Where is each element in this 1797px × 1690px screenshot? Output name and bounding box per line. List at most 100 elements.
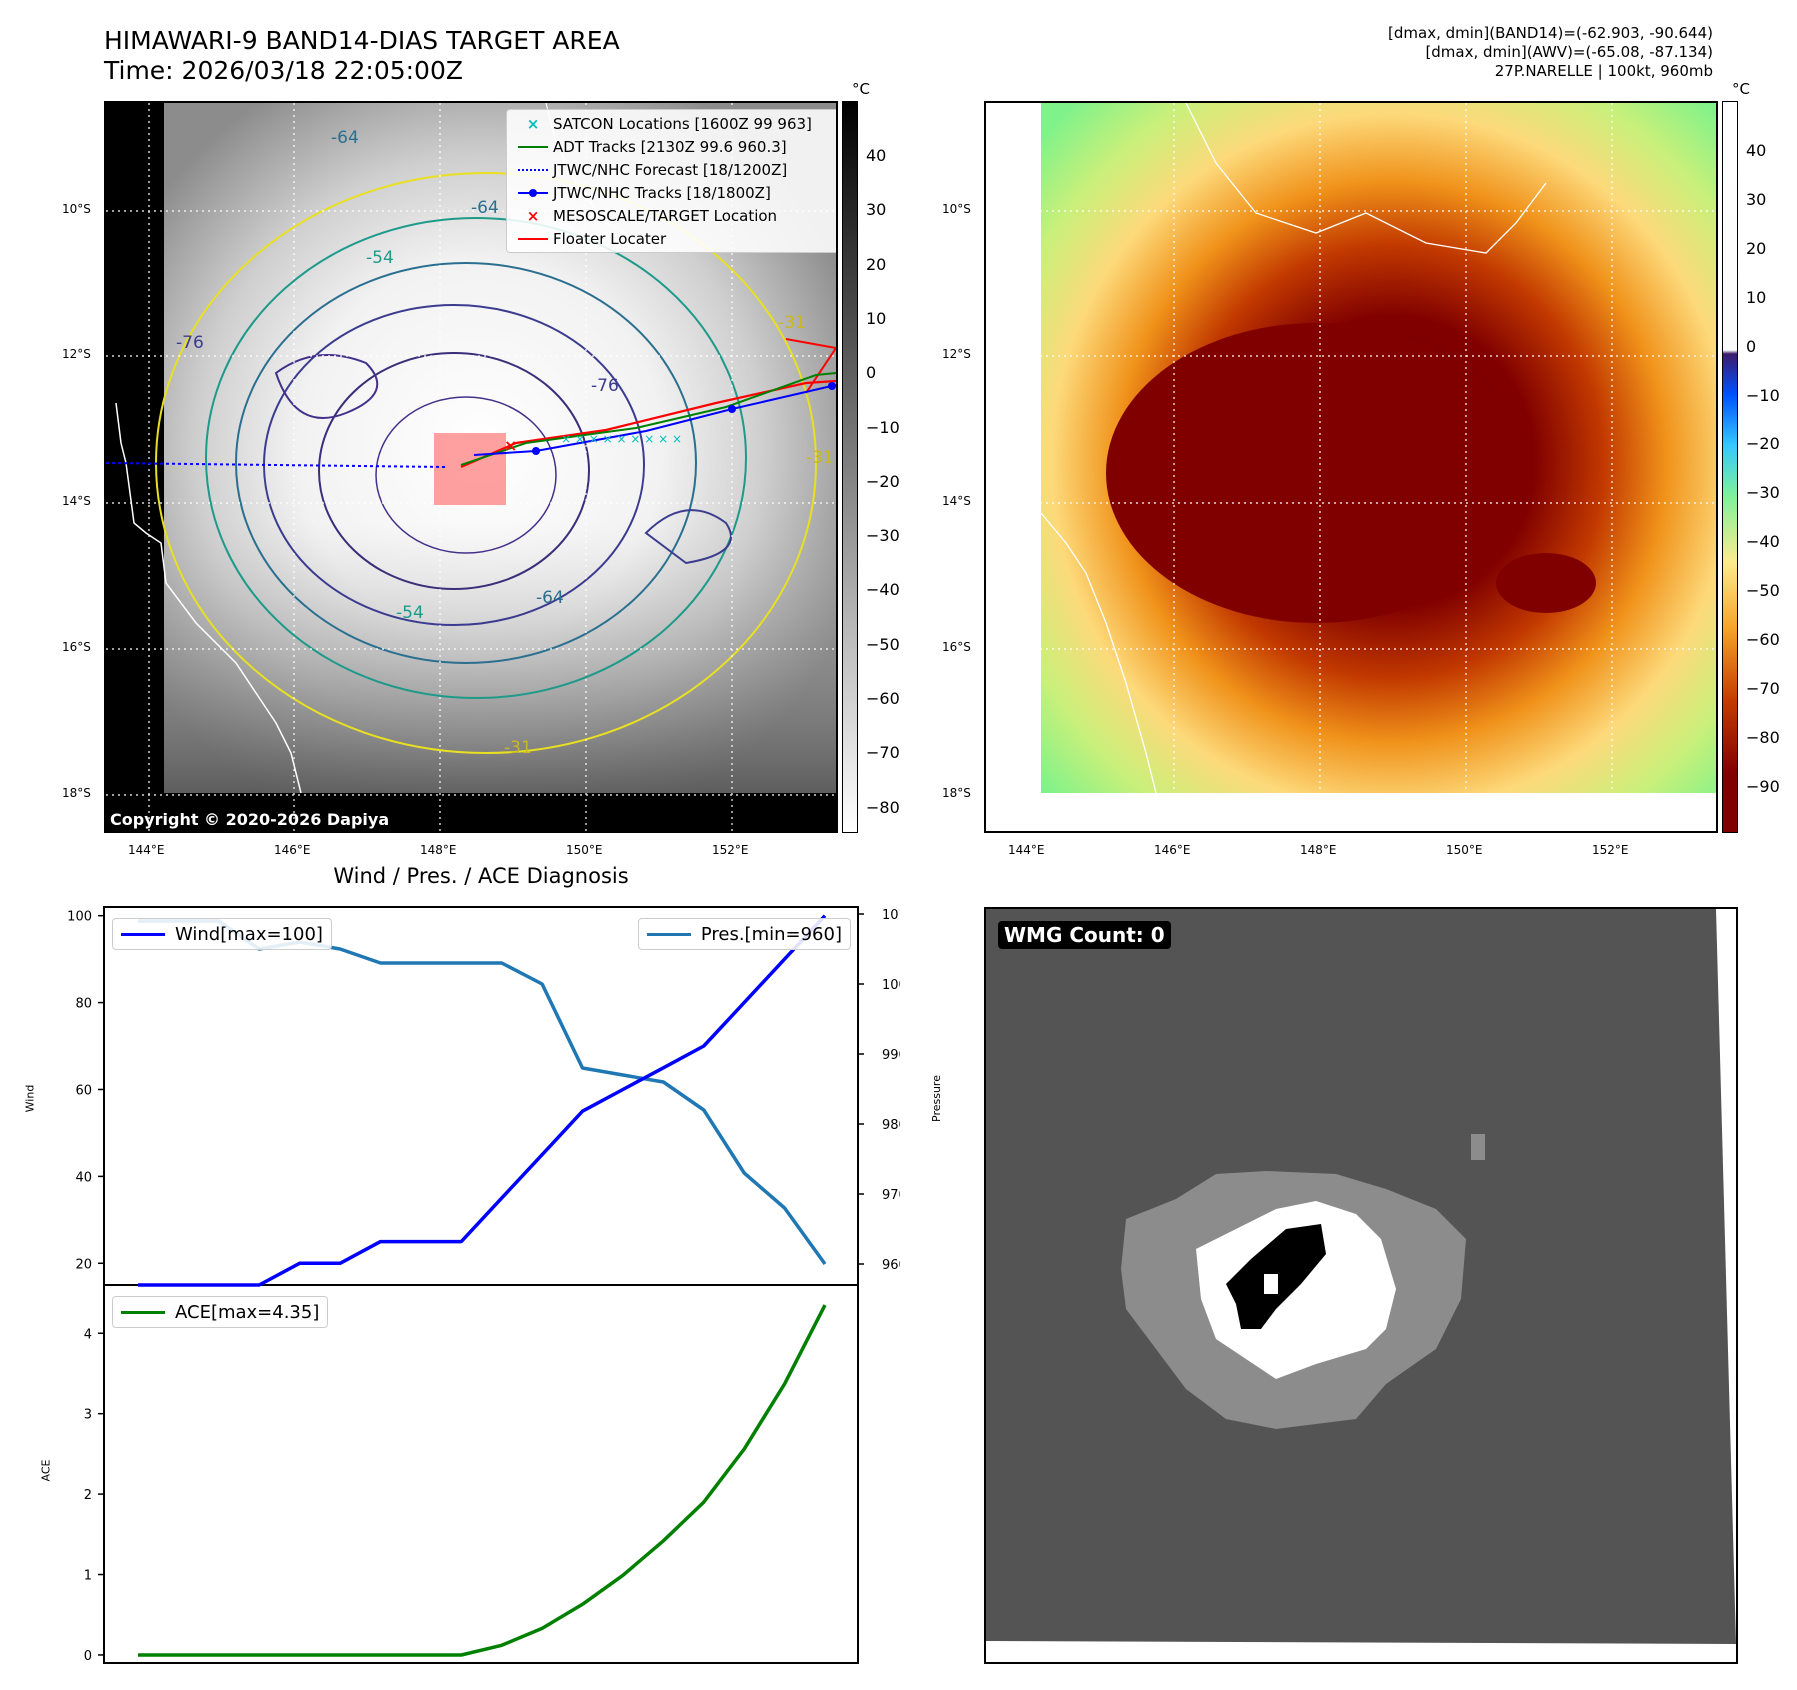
pressure-tick-label: 980 xyxy=(882,1118,900,1133)
pressure-line xyxy=(138,919,827,1266)
copyright: Copyright © 2020-2026 Dapiya xyxy=(110,810,390,829)
colorbar-right-tick: −10 xyxy=(1746,385,1780,405)
legend-row: ADT Tracks [2130Z 99.6 960.3] xyxy=(513,135,836,158)
colorbar-right-tick: 30 xyxy=(1746,189,1767,209)
ace-line xyxy=(138,1304,827,1657)
colorbar-left-tick: −50 xyxy=(866,634,900,654)
colorbar-left-tick: 40 xyxy=(866,146,887,165)
adt-line-icon xyxy=(513,145,553,148)
contour-inner xyxy=(318,352,590,590)
lon-label: 150°E xyxy=(566,843,603,857)
lon-label: 144°E xyxy=(128,843,165,857)
colorbar-right-tick: 20 xyxy=(1746,238,1767,258)
wmg-white-notch xyxy=(1264,1274,1278,1294)
lon-label: 144°E xyxy=(1008,843,1045,857)
figure-time: Time: 2026/03/18 22:05:00Z xyxy=(104,56,463,85)
target-area-box xyxy=(434,433,506,505)
jtwc-point xyxy=(728,405,736,413)
colorbar-left-tick: −80 xyxy=(866,797,900,817)
info-storm: 27P.NARELLE | 100kt, 960mb xyxy=(1494,62,1713,80)
contour-64 xyxy=(235,262,697,664)
colorbar-right-tick: −90 xyxy=(1746,776,1780,796)
lat-label: 16°S xyxy=(62,640,91,654)
pressure-tick-label: 990 xyxy=(882,1048,900,1063)
contour-label: -31 xyxy=(778,313,806,333)
lat-label: 14°S xyxy=(62,494,91,508)
awv-map-panel xyxy=(984,101,1718,833)
band14-map-panel: -64 -54 -76 -31 -76 -64 -54 -31 -64 -31 … xyxy=(104,101,838,833)
figure-title: HIMAWARI-9 BAND14-DIAS TARGET AREA xyxy=(104,26,620,55)
jtwc-point xyxy=(828,382,836,390)
legend-row: Pres.[min=960] xyxy=(646,921,842,947)
lat-label: 14°S xyxy=(942,494,971,508)
jtwc-point xyxy=(532,447,540,455)
colorbar-left-tick: −20 xyxy=(866,471,900,491)
legend-row: JTWC/NHC Forecast [18/1200Z] xyxy=(513,158,836,181)
ace-tick-label: 0 xyxy=(84,1649,92,1664)
colorbar-right-tick: 10 xyxy=(1746,287,1767,307)
ace-tick-label: 1 xyxy=(84,1569,92,1584)
coastline xyxy=(115,402,302,794)
wind-tick-label: 40 xyxy=(75,1170,92,1185)
clear-sky-region xyxy=(164,523,836,793)
contour-label: -64 xyxy=(331,128,359,148)
contour-label: -64 xyxy=(536,588,564,608)
floater-track xyxy=(460,379,836,469)
jtwc-forecast-track xyxy=(106,462,447,468)
lat-label: 16°S xyxy=(942,640,971,654)
contour-label: -31 xyxy=(504,738,532,758)
contour-core xyxy=(375,396,557,554)
awv-map xyxy=(986,103,1716,831)
contour-label: -54 xyxy=(366,248,394,268)
contour-54 xyxy=(205,217,747,699)
floater-box-outline xyxy=(785,338,836,394)
colorbar-right xyxy=(1722,101,1738,833)
colorbar-left-tick: −10 xyxy=(866,417,900,437)
track-legend: × SATCON Locations [1600Z 99 963] ADT Tra… xyxy=(506,109,836,253)
contour-label: -76 xyxy=(176,333,204,353)
track-line-icon xyxy=(513,188,553,197)
pressure-axis-label: Pressure xyxy=(929,1075,943,1122)
pressure-tick-label: 970 xyxy=(882,1188,900,1203)
wmg-gray-spot xyxy=(1471,1134,1485,1160)
colorbar-right-tick: −20 xyxy=(1746,434,1780,454)
legend-row: × SATCON Locations [1600Z 99 963] xyxy=(513,112,836,135)
satcon-marker: × × × × × × × × × xyxy=(561,432,682,446)
lon-label: 148°E xyxy=(1300,843,1337,857)
colorbar-right-tick: −30 xyxy=(1746,483,1780,503)
ace-line-icon xyxy=(121,1310,165,1314)
contour-west-cell xyxy=(274,354,379,419)
ace-axes xyxy=(103,1284,859,1664)
legend-row: Wind[max=100] xyxy=(121,921,323,947)
mesoscale-icon: × xyxy=(526,206,540,225)
pressure-tick-label: 960 xyxy=(882,1258,900,1273)
legend-row: Floater Locater xyxy=(513,227,836,250)
satcon-icon: × xyxy=(526,114,540,133)
colorbar-left-tick: −30 xyxy=(866,526,900,546)
wind-tick-label: 80 xyxy=(75,997,92,1012)
jtwc-track xyxy=(473,384,836,456)
colorbar-left-unit: °C xyxy=(852,80,870,98)
wmg-image xyxy=(986,909,1736,1644)
lon-label: 146°E xyxy=(1154,843,1191,857)
ace-legend: ACE[max=4.35] xyxy=(112,1296,329,1328)
colorbar-left-tick: −40 xyxy=(866,580,900,600)
lon-label: 148°E xyxy=(420,843,457,857)
colorbar-left-tick: −60 xyxy=(866,689,900,708)
info-band14-range: [dmax, dmin](BAND14)=(-62.903, -90.644) xyxy=(1388,24,1713,42)
legend-row: × MESOSCALE/TARGET Location xyxy=(513,204,836,227)
lat-label: 18°S xyxy=(942,786,971,800)
wind-legend: Wind[max=100] xyxy=(112,918,332,950)
lon-label: 146°E xyxy=(274,843,311,857)
colorbar-right-tick: −80 xyxy=(1746,727,1780,747)
colorbar-left-tick: 0 xyxy=(866,363,877,383)
colorbar-right-tick: −40 xyxy=(1746,532,1780,552)
pressure-line-icon xyxy=(646,932,691,936)
lat-label: 12°S xyxy=(62,347,91,361)
lat-label: 10°S xyxy=(62,202,91,216)
colorbar-left xyxy=(842,101,858,833)
legend-row: JTWC/NHC Tracks [18/1800Z] xyxy=(513,181,836,204)
coastline xyxy=(1040,512,1157,794)
ace-tick-label: 4 xyxy=(84,1327,92,1342)
